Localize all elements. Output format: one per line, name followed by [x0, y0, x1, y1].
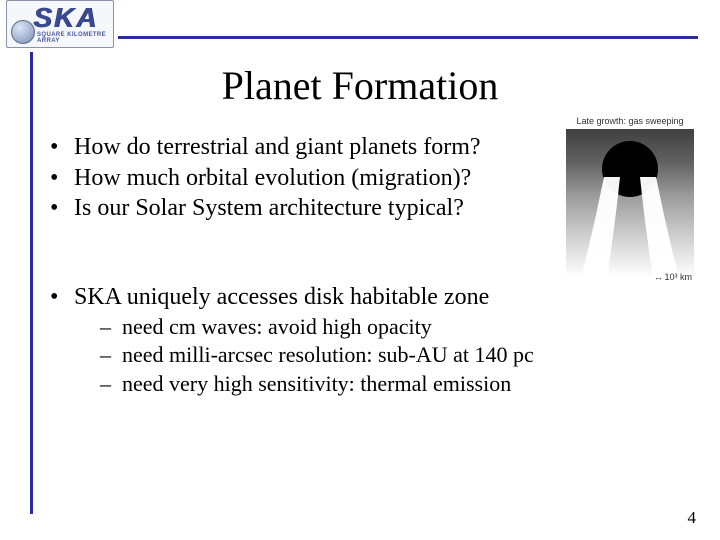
- spacer: [50, 224, 696, 282]
- sub-item: need milli-arcsec resolution: sub-AU at …: [100, 341, 696, 370]
- sub-list: need cm waves: avoid high opacity need m…: [100, 313, 696, 399]
- sub-item: need cm waves: avoid high opacity: [100, 313, 696, 342]
- logo-text: SKA: [33, 2, 98, 34]
- bullet-list-2: SKA uniquely accesses disk habitable zon…: [50, 282, 696, 399]
- logo-subtitle: SQUARE KILOMETRE ARRAY: [37, 32, 113, 44]
- page-number: 4: [688, 508, 697, 528]
- bullet-item: Is our Solar System architecture typical…: [50, 193, 696, 224]
- bullet-text: SKA uniquely accesses disk habitable zon…: [74, 284, 489, 310]
- bullet-item: How do terrestrial and giant planets for…: [50, 132, 696, 163]
- bullet-list-1: How do terrestrial and giant planets for…: [50, 132, 696, 224]
- globe-icon: [11, 20, 35, 44]
- figure-caption-top: Late growth: gas sweeping: [566, 116, 694, 126]
- bullet-item: How much orbital evolution (migration)?: [50, 163, 696, 194]
- bullet-item: SKA uniquely accesses disk habitable zon…: [50, 282, 696, 399]
- sub-item: need very high sensitivity: thermal emis…: [100, 370, 696, 399]
- logo-frame: SKA SQUARE KILOMETRE ARRAY: [6, 0, 114, 48]
- slide: SKA SQUARE KILOMETRE ARRAY Planet Format…: [0, 0, 720, 540]
- rule-vertical: [30, 52, 33, 514]
- ska-logo: SKA SQUARE KILOMETRE ARRAY: [6, 0, 114, 48]
- rule-horizontal: [118, 36, 698, 39]
- page-title: Planet Formation: [0, 62, 720, 109]
- content: How do terrestrial and giant planets for…: [50, 132, 696, 510]
